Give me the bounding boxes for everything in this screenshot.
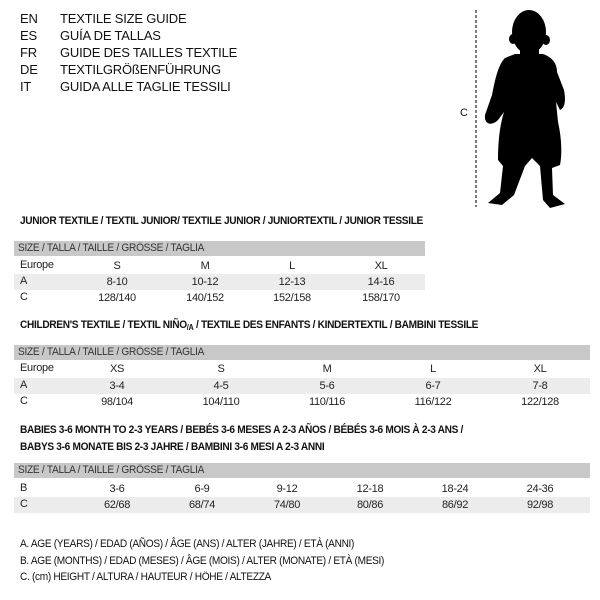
row-label: C — [20, 498, 28, 510]
lang-code: EN — [20, 11, 38, 26]
language-titles: TEXTILE SIZE GUIDE GUÍA DE TALLAS GUIDE … — [60, 10, 237, 95]
cell: 116/122 — [414, 396, 452, 408]
babies-size-header: SIZE / TALLA / TAILLE / GRÖSSE / TAGLIA — [14, 463, 590, 478]
lang-code: ES — [20, 28, 37, 43]
legend-a: A. AGE (YEARS) / EDAD (AÑOS) / ÂGE (ANS)… — [20, 538, 355, 550]
cell: L — [430, 363, 436, 375]
cell: 74/80 — [273, 499, 301, 511]
cell: 6-9 — [194, 483, 210, 495]
row-band — [14, 378, 590, 394]
row-label: Europe — [20, 259, 54, 271]
cell: 8-10 — [106, 276, 128, 288]
row-label: C — [20, 395, 28, 407]
cell: 3-6 — [109, 483, 125, 495]
lang-title: TEXTILGRÖßENFÜHRUNG — [60, 62, 221, 77]
cell: XS — [109, 363, 125, 375]
title-subscript: /A — [186, 323, 194, 332]
row-label: B — [20, 482, 28, 494]
cell: M — [200, 260, 210, 272]
title-part: CHILDREN'S TEXTILE / TEXTIL NIÑO — [20, 319, 187, 331]
cell: M — [322, 363, 332, 375]
cell: 110/116 — [308, 396, 346, 408]
cell: S — [113, 260, 121, 272]
cell: S — [217, 363, 225, 375]
lang-title: GUIDA ALLE TAGLIE TESSILI — [60, 79, 231, 94]
row-band — [14, 497, 590, 513]
cell: 7-8 — [532, 380, 548, 392]
cell: XL — [374, 260, 388, 272]
junior-title: JUNIOR TEXTILE / TEXTIL JUNIOR/ TEXTILE … — [20, 215, 423, 227]
cell: 92/98 — [526, 499, 554, 511]
cell: 12-13 — [278, 276, 306, 288]
size-header-label: SIZE / TALLA / TAILLE / GRÖSSE / TAGLIA — [18, 242, 205, 254]
lang-title: TEXTILE SIZE GUIDE — [60, 11, 187, 26]
cell: 80/86 — [356, 499, 384, 511]
cell: 140/152 — [186, 292, 224, 304]
cell: L — [289, 260, 295, 272]
cell: 98/104 — [101, 396, 133, 408]
cell: 10-12 — [191, 276, 219, 288]
cell: 18-24 — [441, 483, 469, 495]
babies-title-line-1: BABIES 3-6 MONTH TO 2-3 YEARS / BEBÉS 3-… — [20, 424, 464, 436]
cell: 24-36 — [526, 483, 554, 495]
row-label: A — [20, 379, 28, 391]
children-size-header: SIZE / TALLA / TAILLE / GRÖSSE / TAGLIA — [14, 345, 590, 360]
babies-title-line-2: BABYS 3-6 MONATE BIS 2-3 JAHRE / BAMBINI… — [20, 441, 325, 453]
cell: 158/170 — [362, 292, 400, 304]
lang-code: FR — [20, 45, 37, 60]
language-codes: EN ES FR DE IT — [20, 10, 38, 95]
height-measure-label: C — [460, 107, 468, 119]
cell: 6-7 — [425, 380, 441, 392]
title-part: / TEXTILE DES ENFANTS / KINDERTEXTIL / B… — [193, 319, 479, 331]
cell: 3-4 — [109, 380, 125, 392]
lang-code: IT — [20, 79, 32, 94]
cell: 14-16 — [367, 276, 395, 288]
cell: 9-12 — [276, 483, 298, 495]
row-label: C — [20, 291, 28, 303]
cell: 86/92 — [441, 499, 469, 511]
child-silhouette-icon — [475, 10, 565, 208]
size-header-label: SIZE / TALLA / TAILLE / GRÖSSE / TAGLIA — [18, 464, 205, 476]
row-band — [14, 274, 425, 290]
cell: XL — [533, 363, 547, 375]
cell: 68/74 — [188, 499, 216, 511]
lang-title: GUIDE DES TAILLES TEXTILE — [60, 45, 238, 60]
cell: 62/68 — [103, 499, 131, 511]
cell: 5-6 — [319, 380, 335, 392]
cell: 12-18 — [356, 483, 384, 495]
legend-b: B. AGE (MONTHS) / EDAD (MESES) / ÂGE (MO… — [20, 555, 385, 567]
legend-c: C. (cm) HEIGHT / ALTURA / HAUTEUR / HÖHE… — [20, 571, 272, 583]
row-label: Europe — [20, 362, 54, 374]
cell: 152/158 — [273, 292, 311, 304]
cell: 4-5 — [213, 380, 229, 392]
lang-code: DE — [20, 62, 38, 77]
row-label: A — [20, 275, 28, 287]
cell: 128/140 — [98, 292, 136, 304]
junior-size-header: SIZE / TALLA / TAILLE / GRÖSSE / TAGLIA — [14, 241, 425, 256]
lang-title: GUÍA DE TALLAS — [60, 28, 161, 43]
size-header-label: SIZE / TALLA / TAILLE / GRÖSSE / TAGLIA — [18, 346, 205, 358]
cell: 122/128 — [521, 396, 559, 408]
cell: 104/110 — [202, 396, 240, 408]
children-title: CHILDREN'S TEXTILE / TEXTIL NIÑO/A / TEX… — [20, 319, 478, 332]
